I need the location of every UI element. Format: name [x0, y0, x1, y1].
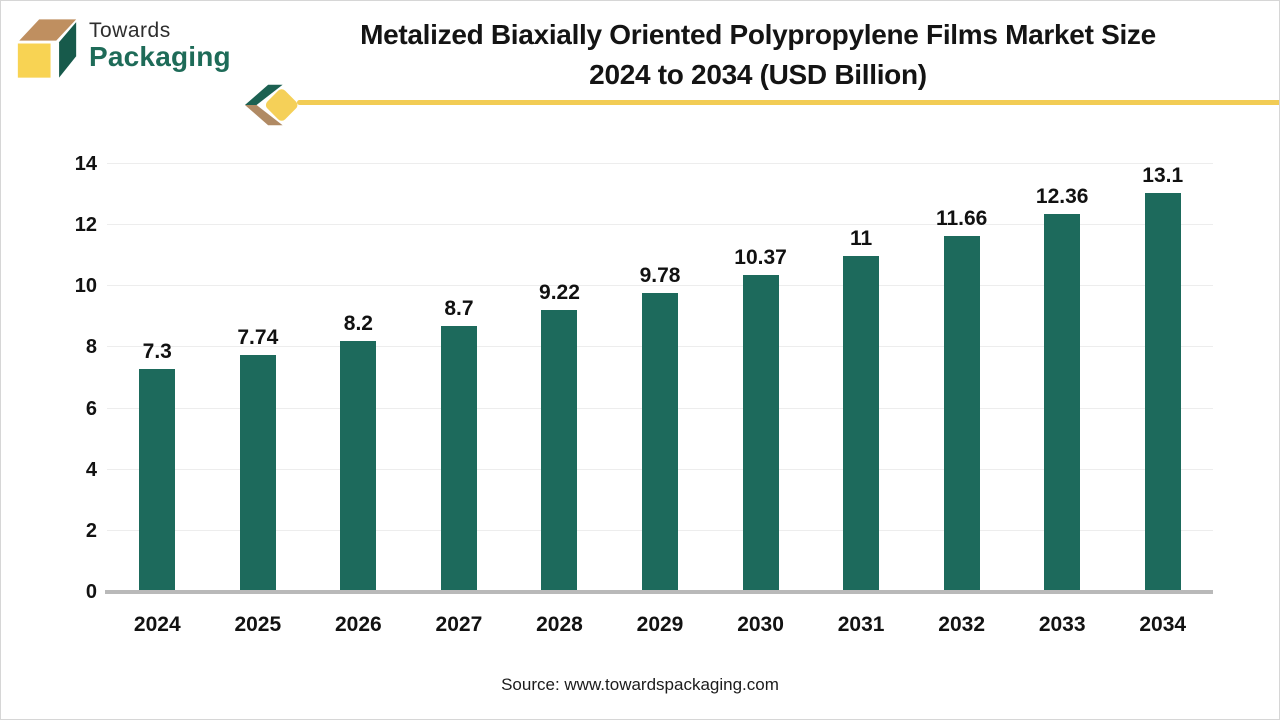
value-label-2028: 9.22: [539, 281, 580, 305]
gridline-10: [107, 285, 1213, 287]
y-tick-12: 12: [74, 214, 97, 237]
divider-line: [297, 100, 1279, 105]
bar-2026: [340, 341, 377, 592]
value-label-2029: 9.78: [639, 264, 681, 288]
logo-text-towards: Towards: [89, 19, 171, 43]
x-label-2032: 2032: [938, 613, 985, 636]
bar-2034: [1144, 193, 1181, 592]
y-tick-0: 0: [85, 581, 97, 603]
x-axis-line: [105, 590, 1213, 594]
chart-title-line2: 2024 to 2034 (USD Billion): [589, 59, 927, 90]
chart-title: Metalized Biaxially Oriented Polypropyle…: [251, 15, 1265, 95]
bar-2027: [440, 326, 477, 592]
logo-cube-icon: [17, 19, 77, 78]
x-axis-labels: 2024 2025 2026 2027 2028 2029 2030 2031 2032 2033…: [107, 613, 1213, 637]
bars-row: 7.3 7.74 8.2 8.7 9.22 9.78 10.37 11 11.66 12.36 13…: [107, 164, 1213, 592]
value-label-2034: 13.1: [1142, 164, 1184, 187]
y-axis: 0 2 4 6 8 10 12 14: [39, 153, 97, 603]
bar-2029: [642, 293, 678, 592]
gridline-14: [107, 163, 1213, 164]
y-tick-8: 8: [85, 336, 97, 359]
x-label-2026: 2026: [335, 613, 382, 636]
y-tick-14: 14: [74, 153, 97, 175]
bar-2024: [139, 368, 176, 592]
x-label-2025: 2025: [234, 613, 282, 636]
y-tick-10: 10: [74, 275, 97, 298]
y-tick-4: 4: [85, 458, 97, 481]
value-label-2033: 12.36: [1035, 185, 1089, 209]
y-tick-2: 2: [85, 519, 97, 542]
value-label-2032: 11.66: [935, 206, 988, 230]
bar-slot-2028: 9.22: [509, 164, 610, 592]
bar-slot-2026: 8.2: [308, 164, 409, 592]
source-text: Source: www.towardspackaging.com: [501, 675, 779, 694]
value-label-2031: 11: [850, 226, 873, 250]
x-label-2027: 2027: [435, 613, 483, 636]
brand-logo-text: Towards Packaging: [89, 19, 231, 73]
x-label-2030: 2030: [737, 613, 784, 636]
bar-2031: [843, 255, 880, 592]
bar-2025: [239, 355, 276, 592]
bar-2032: [943, 235, 980, 592]
bar-slot-2025: 7.74: [208, 164, 309, 592]
logo-text-packaging: Packaging: [89, 41, 231, 73]
gridline-12: [107, 224, 1213, 226]
bar-slot-2024: 7.3: [107, 164, 208, 592]
x-label-2024: 2024: [133, 613, 181, 636]
value-label-2027: 8.7: [444, 297, 474, 321]
value-label-2030: 10.37: [734, 245, 787, 269]
bar-slot-2032: 11.66: [911, 164, 1012, 592]
y-tick-6: 6: [85, 397, 97, 420]
value-label-2025: 7.74: [237, 326, 279, 350]
x-label-2028: 2028: [536, 613, 583, 636]
x-label-2029: 2029: [636, 613, 684, 636]
value-label-2026: 8.2: [343, 312, 373, 336]
plot-area: 7.3 7.74 8.2 8.7 9.22 9.78 10.37 11 11.66 12.36 13…: [105, 163, 1213, 594]
x-label-2034: 2034: [1139, 613, 1187, 636]
bar-slot-2033: 12.36: [1012, 164, 1113, 592]
bar-slot-2029: 9.78: [610, 164, 711, 592]
brand-logo: Towards Packaging: [15, 11, 231, 81]
x-label-2031: 2031: [837, 613, 885, 636]
x-label-2033: 2033: [1038, 613, 1086, 636]
bar-slot-2031: 11: [811, 164, 912, 592]
bar-2028: [541, 310, 578, 592]
chart-title-line1: Metalized Biaxially Oriented Polypropyle…: [360, 19, 1156, 50]
bar-slot-2027: 8.7: [409, 164, 510, 592]
value-label-2024: 7.3: [142, 339, 172, 363]
bar-2030: [742, 274, 779, 592]
chevron-diamond-icon: [244, 84, 298, 126]
bar-2033: [1044, 214, 1081, 592]
bar-slot-2034: 13.1: [1112, 164, 1213, 592]
bar-slot-2030: 10.37: [710, 164, 811, 592]
